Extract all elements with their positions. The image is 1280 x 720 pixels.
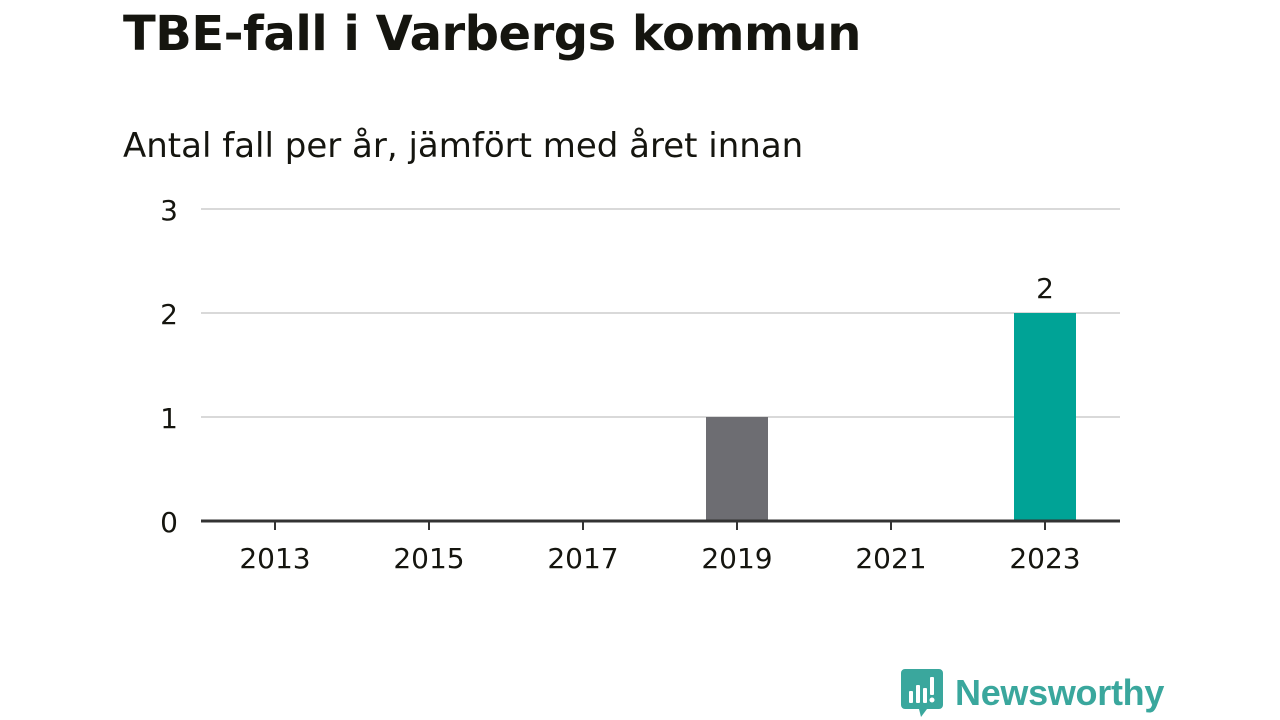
newsworthy-logo: Newsworthy: [901, 668, 1164, 718]
x-tick-label: 2017: [547, 542, 618, 575]
y-tick-label: 2: [160, 298, 178, 331]
x-tick-label: 2015: [393, 542, 464, 575]
data-labels: 2: [1036, 272, 1054, 305]
x-tick-label: 2021: [855, 542, 926, 575]
x-tick-label: 2023: [1009, 542, 1080, 575]
chart-subtitle: Antal fall per år, jämfört med året inna…: [123, 126, 804, 166]
y-tick-label: 0: [160, 506, 178, 539]
bars: [706, 313, 1076, 521]
x-axis-ticks: 2013 2015 2017 2019 2021 2023: [239, 521, 1081, 575]
y-axis-ticks: 0 1 2 3: [160, 194, 178, 539]
data-label: 2: [1036, 272, 1054, 305]
y-tick-label: 3: [160, 194, 178, 227]
x-tick-label: 2019: [701, 542, 772, 575]
bar-chart-speech-bubble-icon: [901, 669, 943, 717]
bar-2023: [1014, 313, 1076, 521]
gridlines: [201, 208, 1120, 418]
brand-name: Newsworthy: [955, 672, 1165, 713]
chart-title: TBE-fall i Varbergs kommun: [123, 6, 861, 62]
bar-2019: [706, 417, 768, 521]
y-tick-label: 1: [160, 402, 178, 435]
x-tick-label: 2013: [239, 542, 310, 575]
